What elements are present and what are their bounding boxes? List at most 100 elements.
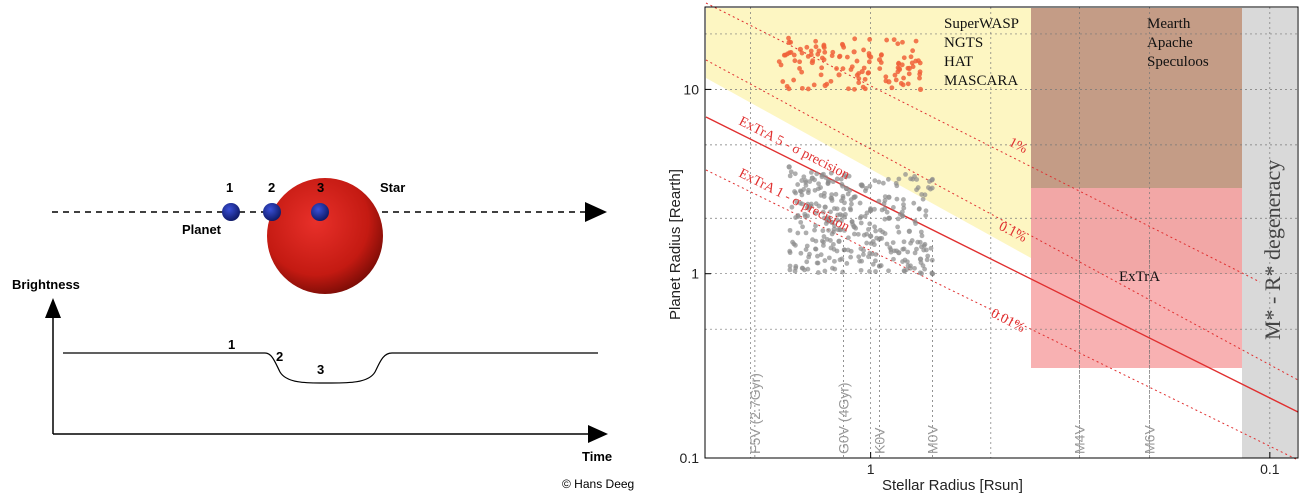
known-planet-point — [912, 250, 918, 256]
hot-jupiter-point — [780, 79, 786, 84]
known-planet-point — [868, 233, 874, 239]
known-planet-point — [812, 227, 817, 233]
y-tick-label: 0.1 — [680, 450, 700, 466]
hot-jupiter-point — [866, 70, 871, 76]
region-label-mearth-1: Mearth — [1147, 16, 1191, 32]
hot-jupiter-point — [854, 72, 860, 78]
precision-line-5sigma — [705, 116, 1299, 413]
hot-jupiter-point — [852, 36, 858, 42]
known-planet-point — [856, 254, 862, 260]
known-planet-point — [917, 239, 923, 245]
hot-jupiter-point — [867, 37, 873, 42]
known-planet-point — [844, 261, 850, 266]
known-planet-point — [823, 175, 829, 180]
hot-jupiter-point — [821, 57, 827, 63]
known-planet-point — [815, 270, 821, 275]
known-planet-point — [852, 231, 857, 237]
known-planet-point — [840, 193, 846, 199]
region-label-degeneracy: M* - R* degeneracy — [1260, 160, 1285, 340]
known-planet-point — [895, 216, 901, 222]
known-planet-point — [919, 233, 925, 239]
known-planet-point — [834, 248, 840, 254]
chart-svg: SuperWASP NGTS HAT MASCARA Mearth Apache… — [667, 2, 1299, 494]
planet-label: Planet — [182, 222, 222, 237]
known-planet-point — [905, 249, 911, 255]
known-planet-point — [820, 209, 826, 215]
hot-jupiter-point — [889, 85, 895, 91]
known-planet-point — [822, 258, 828, 263]
known-planet-point — [821, 239, 826, 245]
position-label-1: 1 — [226, 180, 233, 195]
known-planet-point — [853, 225, 859, 231]
data-points — [776, 35, 936, 277]
known-planet-point — [896, 229, 902, 235]
known-planet-point — [848, 254, 854, 260]
hot-jupiter-point — [899, 62, 905, 68]
spectral-type-label: M0V — [924, 425, 940, 454]
known-planet-point — [929, 270, 935, 276]
known-planet-point — [795, 182, 801, 187]
known-planet-point — [848, 248, 854, 254]
known-planet-point — [830, 179, 836, 185]
known-planet-point — [793, 190, 798, 196]
known-planet-point — [873, 228, 879, 234]
planet-position-3 — [311, 203, 329, 221]
region-label-mearth-3: Speculoos — [1147, 54, 1209, 70]
known-planet-point — [848, 197, 854, 203]
known-planet-point — [879, 235, 885, 241]
hot-jupiter-point — [813, 38, 819, 44]
known-planet-point — [894, 248, 899, 254]
known-planet-point — [832, 266, 838, 272]
star-label: Star — [380, 180, 405, 195]
known-planet-point — [923, 208, 929, 214]
known-planet-point — [912, 174, 917, 179]
hot-jupiter-point — [813, 44, 819, 50]
hot-jupiter-point — [797, 59, 803, 65]
hot-jupiter-point — [810, 58, 816, 64]
known-planet-point — [836, 238, 842, 244]
hot-jupiter-point — [804, 44, 810, 50]
hot-jupiter-point — [862, 76, 868, 82]
known-planet-point — [808, 169, 814, 175]
hot-jupiter-point — [852, 86, 857, 92]
known-planet-point — [886, 268, 891, 274]
known-planet-point — [893, 180, 899, 186]
known-planet-point — [857, 200, 863, 206]
hot-jupiter-point — [824, 81, 830, 87]
region-labels: SuperWASP NGTS HAT MASCARA Mearth Apache… — [944, 16, 1209, 285]
hot-jupiter-point — [910, 64, 916, 70]
known-planet-point — [822, 204, 828, 210]
hot-jupiter-point — [900, 39, 905, 45]
hot-jupiter-point — [917, 86, 924, 93]
hot-jupiter-point — [866, 59, 872, 65]
hot-jupiter-point — [901, 75, 906, 81]
x-tick-label: 1 — [867, 461, 875, 477]
known-planet-point — [845, 235, 851, 241]
known-planet-point — [890, 205, 896, 210]
precision-line-01pct — [705, 59, 1299, 381]
brightness-axis-arrow — [45, 298, 61, 318]
known-planet-point — [787, 263, 793, 269]
known-planet-point — [790, 239, 795, 245]
known-planet-point — [855, 231, 861, 237]
known-planet-point — [867, 183, 873, 189]
known-planet-point — [829, 231, 835, 237]
hot-jupiter-point — [784, 83, 790, 89]
known-planet-point — [923, 247, 929, 253]
planet-radius-chart: SuperWASP NGTS HAT MASCARA Mearth Apache… — [660, 0, 1307, 497]
known-planet-point — [786, 164, 792, 170]
hot-jupiter-point — [781, 52, 787, 58]
known-planet-point — [904, 267, 909, 273]
known-planet-point — [858, 267, 864, 273]
known-planet-point — [847, 188, 853, 193]
known-planet-point — [917, 270, 923, 276]
known-planet-point — [873, 252, 879, 257]
region-label-extra: ExTrA — [1119, 269, 1160, 285]
hot-jupiter-point — [893, 77, 899, 83]
hot-jupiter-point — [846, 86, 851, 92]
hot-jupiter-point — [818, 72, 824, 78]
known-planet-point — [801, 174, 807, 180]
time-label: Time — [582, 449, 612, 464]
known-planet-point — [789, 204, 795, 210]
known-planet-point — [896, 176, 902, 182]
